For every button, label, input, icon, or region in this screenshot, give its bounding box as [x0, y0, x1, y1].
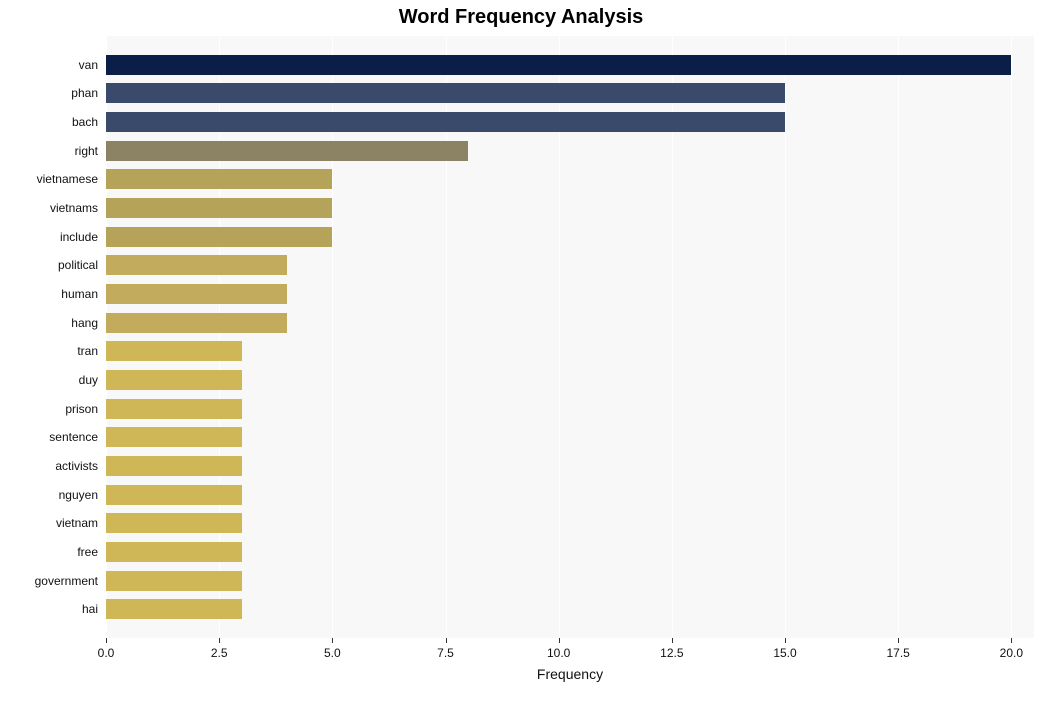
y-tick-label: duy [79, 373, 98, 387]
y-tick-label: government [35, 574, 98, 588]
y-tick-label: vietnams [50, 201, 98, 215]
y-tick-label: political [58, 258, 98, 272]
x-tick-label: 0.0 [81, 646, 131, 660]
x-tick-mark [219, 638, 220, 643]
x-tick-label: 12.5 [647, 646, 697, 660]
bar [106, 83, 785, 103]
bar [106, 427, 242, 447]
x-tick-mark [785, 638, 786, 643]
y-tick-label: phan [71, 86, 98, 100]
y-tick-label: vietnam [56, 516, 98, 530]
y-tick-label: human [61, 287, 98, 301]
bar [106, 456, 242, 476]
x-tick-label: 20.0 [986, 646, 1036, 660]
word-frequency-chart: Word Frequency Analysis Frequency 0.0 2.5… [0, 0, 1042, 701]
x-tick-mark [559, 638, 560, 643]
y-tick-label: tran [77, 344, 98, 358]
y-tick-label: include [60, 230, 98, 244]
bar [106, 141, 468, 161]
bar [106, 399, 242, 419]
x-tick-label: 10.0 [534, 646, 584, 660]
x-tick-label: 17.5 [873, 646, 923, 660]
x-tick-label: 7.5 [421, 646, 471, 660]
chart-title: Word Frequency Analysis [0, 6, 1042, 29]
x-tick-mark [672, 638, 673, 643]
bar [106, 485, 242, 505]
bar [106, 284, 287, 304]
x-tick-label: 2.5 [194, 646, 244, 660]
plot-area [106, 36, 1034, 638]
gridline [898, 36, 899, 638]
bar [106, 198, 332, 218]
bar [106, 599, 242, 619]
x-tick-label: 15.0 [760, 646, 810, 660]
y-tick-label: nguyen [59, 488, 98, 502]
y-tick-label: hang [71, 316, 98, 330]
bar [106, 571, 242, 591]
bar [106, 542, 242, 562]
x-tick-mark [446, 638, 447, 643]
x-tick-mark [332, 638, 333, 643]
y-tick-label: vietnamese [37, 172, 98, 186]
bar [106, 513, 242, 533]
y-tick-label: van [79, 58, 98, 72]
bar [106, 370, 242, 390]
gridline [1011, 36, 1012, 638]
y-tick-label: bach [72, 115, 98, 129]
bar [106, 169, 332, 189]
x-tick-mark [898, 638, 899, 643]
bar [106, 112, 785, 132]
x-axis-title: Frequency [106, 666, 1034, 682]
y-tick-label: prison [65, 402, 98, 416]
bar [106, 313, 287, 333]
y-tick-label: hai [82, 602, 98, 616]
bar [106, 227, 332, 247]
x-tick-mark [106, 638, 107, 643]
bar [106, 341, 242, 361]
y-tick-label: right [75, 144, 98, 158]
x-tick-label: 5.0 [307, 646, 357, 660]
bar [106, 55, 1011, 75]
y-tick-label: free [77, 545, 98, 559]
x-tick-mark [1011, 638, 1012, 643]
y-tick-label: activists [55, 459, 98, 473]
y-tick-label: sentence [49, 430, 98, 444]
bar [106, 255, 287, 275]
gridline [785, 36, 786, 638]
